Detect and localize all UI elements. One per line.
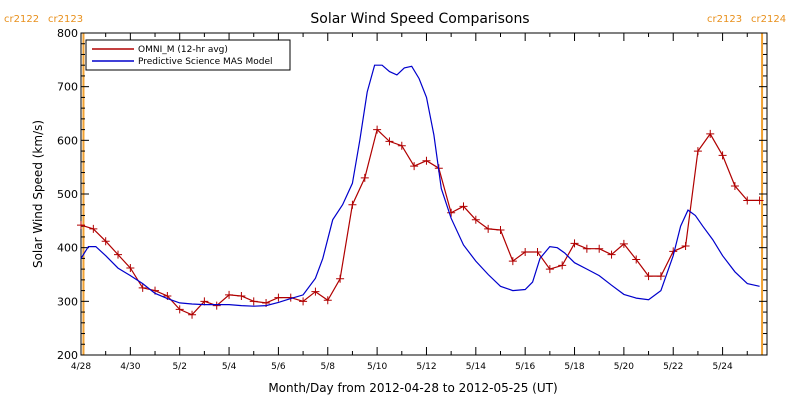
data-point: [89, 224, 98, 233]
x-axis: 4/28 4/30 5/2 5/4 5/6 5/8 5/10 5/12 5/14 5/16 5/18…: [71, 33, 748, 372]
data-point: [77, 221, 85, 230]
data-point: [718, 151, 727, 160]
y-axis-label: Solar Wind Speed (km/s): [31, 120, 45, 268]
x-tick-label: 5/24: [712, 362, 732, 372]
legend: OMNI_M (12-hr avg) Predictive Science MA…: [85, 39, 291, 71]
x-tick-label: 5/2: [172, 362, 186, 372]
data-point: [496, 225, 505, 234]
y-tick-label: 800: [57, 27, 78, 40]
x-tick-label: 4/28: [71, 362, 91, 372]
data-point: [644, 272, 653, 281]
data-point: [681, 242, 690, 251]
data-point: [595, 244, 604, 253]
data-point: [632, 255, 641, 264]
data-point: [175, 305, 184, 314]
carrington-rotation-labels: cr2122 cr2123 cr2123 cr2124: [4, 14, 786, 25]
data-point: [323, 296, 332, 305]
y-tick-label: 300: [57, 295, 78, 308]
data-point: [730, 181, 739, 190]
data-point: [545, 265, 554, 274]
data-point: [447, 208, 456, 217]
data-point: [619, 239, 628, 248]
cr-label-left: cr2122: [4, 14, 39, 25]
data-point: [397, 141, 406, 150]
data-point: [348, 200, 357, 209]
data-point: [533, 247, 542, 256]
x-tick-label: 5/4: [222, 362, 237, 372]
data-point: [607, 250, 616, 259]
y-tick-label: 200: [57, 349, 78, 362]
data-point: [508, 257, 517, 266]
data-point: [558, 261, 567, 270]
data-point: [311, 287, 320, 296]
x-tick-label: 4/30: [120, 362, 140, 372]
data-point: [471, 215, 480, 224]
data-point: [706, 129, 715, 138]
data-point: [126, 264, 135, 273]
cr-label-right: cr2123: [48, 14, 83, 25]
cr-label-left: cr2123: [707, 14, 742, 25]
data-point: [656, 272, 665, 281]
data-point: [299, 297, 308, 306]
data-point: [459, 202, 468, 211]
data-point: [484, 224, 493, 233]
y-tick-label: 500: [57, 188, 78, 201]
x-tick-label: 5/8: [321, 362, 336, 372]
data-point: [582, 244, 591, 253]
carrington-marker-lines: [82, 33, 764, 355]
y-tick-label: 400: [57, 242, 78, 255]
y-tick-label: 600: [57, 134, 78, 147]
series-line-0: [80, 128, 760, 316]
legend-label-omni: OMNI_M (12-hr avg): [138, 45, 228, 55]
data-point: [743, 196, 752, 205]
data-point: [101, 237, 110, 246]
x-tick-label: 5/18: [564, 362, 584, 372]
data-point: [237, 291, 246, 300]
legend-label-mas: Predictive Science MAS Model: [138, 57, 273, 67]
x-tick-label: 5/10: [367, 362, 387, 372]
data-point: [336, 274, 345, 283]
chart-title: Solar Wind Speed Comparisons: [310, 11, 529, 27]
data-point: [521, 247, 530, 256]
x-tick-label: 5/20: [614, 362, 634, 372]
cr-label-right: cr2124: [751, 14, 786, 25]
data-point: [360, 173, 369, 182]
data-point: [422, 156, 431, 165]
x-tick-label: 5/14: [466, 362, 486, 372]
plot-frame: [80, 32, 768, 356]
x-tick-label: 5/22: [663, 362, 683, 372]
data-point: [410, 162, 419, 171]
series-layer: [77, 64, 764, 319]
data-point: [138, 283, 147, 292]
x-axis-label: Month/Day from 2012-04-28 to 2012-05-25 …: [268, 381, 557, 395]
data-point: [693, 147, 702, 156]
x-tick-label: 5/6: [271, 362, 286, 372]
data-point: [755, 196, 764, 205]
data-point: [114, 250, 123, 259]
legend-box: [85, 39, 291, 71]
series-line-1: [80, 64, 760, 307]
data-point: [373, 125, 382, 134]
data-point: [249, 297, 258, 306]
data-point: [385, 137, 394, 146]
x-tick-label: 5/16: [515, 362, 535, 372]
y-axis: 200 300 400 500 600 700 800: [57, 27, 767, 362]
data-point: [225, 290, 234, 299]
y-tick-label: 700: [57, 81, 78, 94]
data-point: [570, 239, 579, 248]
data-point: [188, 310, 197, 319]
x-tick-label: 5/12: [416, 362, 436, 372]
data-point: [274, 293, 283, 302]
data-point: [212, 301, 221, 310]
